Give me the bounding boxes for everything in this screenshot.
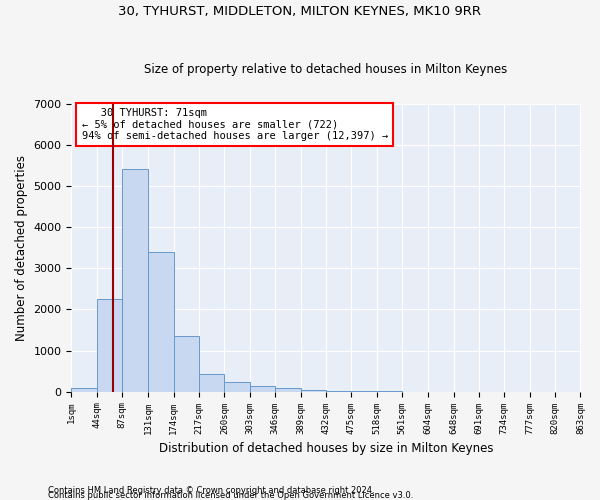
Bar — [122, 170, 148, 392]
Bar — [148, 252, 173, 392]
Title: Size of property relative to detached houses in Milton Keynes: Size of property relative to detached ho… — [145, 63, 508, 76]
Bar — [173, 336, 199, 392]
Text: 30, TYHURST, MIDDLETON, MILTON KEYNES, MK10 9RR: 30, TYHURST, MIDDLETON, MILTON KEYNES, M… — [119, 5, 482, 18]
Bar — [301, 390, 326, 392]
Text: Contains HM Land Registry data © Crown copyright and database right 2024.: Contains HM Land Registry data © Crown c… — [48, 486, 374, 495]
Bar — [97, 299, 122, 392]
Bar — [224, 382, 250, 392]
Bar — [71, 388, 97, 392]
Text: 30 TYHURST: 71sqm
← 5% of detached houses are smaller (722)
94% of semi-detached: 30 TYHURST: 71sqm ← 5% of detached house… — [82, 108, 388, 141]
Bar — [199, 374, 224, 392]
Y-axis label: Number of detached properties: Number of detached properties — [15, 154, 28, 340]
Bar — [326, 390, 352, 392]
Bar — [250, 386, 275, 392]
X-axis label: Distribution of detached houses by size in Milton Keynes: Distribution of detached houses by size … — [159, 442, 493, 455]
Bar — [275, 388, 301, 392]
Text: Contains public sector information licensed under the Open Government Licence v3: Contains public sector information licen… — [48, 491, 413, 500]
